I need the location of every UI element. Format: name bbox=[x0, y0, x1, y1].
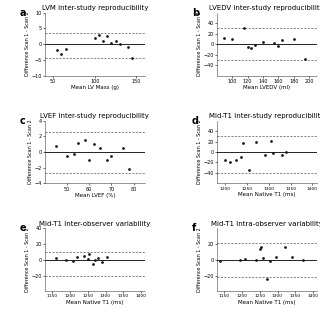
Point bbox=[53, 143, 59, 148]
Text: e: e bbox=[20, 223, 27, 234]
Point bbox=[247, 168, 252, 173]
Y-axis label: Difference Scan 1 - Scan 2: Difference Scan 1 - Scan 2 bbox=[25, 228, 30, 292]
Point bbox=[91, 142, 96, 147]
Text: d: d bbox=[192, 116, 199, 126]
Point bbox=[291, 36, 296, 42]
Point bbox=[249, 46, 254, 51]
Point bbox=[71, 152, 76, 157]
Point bbox=[59, 51, 64, 56]
Point bbox=[109, 40, 114, 45]
Point bbox=[243, 257, 248, 262]
Text: c: c bbox=[20, 116, 26, 126]
Point bbox=[98, 146, 103, 151]
Point bbox=[63, 46, 68, 52]
Point bbox=[268, 138, 274, 143]
Point bbox=[100, 38, 106, 44]
Point bbox=[92, 35, 97, 40]
Point bbox=[104, 157, 109, 162]
Point bbox=[113, 38, 118, 44]
Point bbox=[96, 256, 101, 261]
Point bbox=[109, 153, 114, 158]
Y-axis label: Difference Scan 1 - Scan 2: Difference Scan 1 - Scan 2 bbox=[25, 12, 30, 76]
Point bbox=[71, 259, 76, 264]
X-axis label: Mean Native T1 (ms): Mean Native T1 (ms) bbox=[238, 192, 296, 197]
Point bbox=[272, 40, 277, 45]
Text: a: a bbox=[20, 8, 26, 18]
Point bbox=[91, 261, 96, 266]
Point bbox=[234, 157, 239, 162]
Point bbox=[92, 257, 97, 262]
Point bbox=[253, 257, 259, 262]
X-axis label: Mean LV Mass (g): Mean LV Mass (g) bbox=[71, 85, 119, 90]
Point bbox=[87, 157, 92, 162]
Point bbox=[303, 56, 308, 61]
Point bbox=[223, 157, 228, 162]
Point bbox=[300, 257, 305, 262]
Y-axis label: Difference Scan 1 - Scan 2: Difference Scan 1 - Scan 2 bbox=[197, 12, 202, 76]
Point bbox=[222, 35, 227, 40]
X-axis label: Mean Native T1 (ms): Mean Native T1 (ms) bbox=[238, 300, 296, 305]
Point bbox=[76, 140, 81, 145]
Point bbox=[245, 44, 250, 49]
Point bbox=[240, 140, 245, 145]
Point bbox=[271, 150, 276, 156]
Point bbox=[117, 42, 122, 47]
Point bbox=[284, 149, 289, 155]
Point bbox=[261, 256, 266, 261]
Y-axis label: Difference Scan 1 - Scan 2: Difference Scan 1 - Scan 2 bbox=[28, 120, 33, 184]
X-axis label: Mean Native T1 (ms): Mean Native T1 (ms) bbox=[66, 300, 124, 305]
Point bbox=[96, 32, 101, 37]
Text: f: f bbox=[192, 223, 196, 234]
Title: LVEF inter-study reproducibility: LVEF inter-study reproducibility bbox=[40, 113, 149, 119]
Point bbox=[127, 167, 132, 172]
Y-axis label: Difference Scan 1 - Scan 2: Difference Scan 1 - Scan 2 bbox=[197, 120, 202, 184]
Point bbox=[260, 39, 266, 44]
Point bbox=[276, 43, 281, 48]
Point bbox=[64, 257, 69, 262]
Point bbox=[105, 34, 110, 39]
Y-axis label: Difference Scan 1 - Scan 2: Difference Scan 1 - Scan 2 bbox=[197, 228, 202, 292]
Point bbox=[238, 155, 243, 160]
Point bbox=[100, 260, 105, 265]
Point bbox=[230, 36, 235, 42]
Point bbox=[53, 256, 58, 261]
Point bbox=[282, 245, 287, 250]
Point bbox=[280, 37, 285, 43]
Point bbox=[279, 152, 284, 157]
Point bbox=[264, 276, 269, 281]
Point bbox=[55, 48, 60, 53]
Point bbox=[74, 255, 79, 260]
Point bbox=[82, 138, 87, 143]
Point bbox=[253, 43, 258, 48]
Point bbox=[257, 246, 262, 252]
Point bbox=[253, 139, 259, 144]
Point bbox=[227, 160, 232, 165]
Title: LVEDV inter-study reproducibility: LVEDV inter-study reproducibility bbox=[209, 5, 320, 11]
Title: LVM inter-study reproducibility: LVM inter-study reproducibility bbox=[42, 5, 148, 11]
Title: Mid-T1 inter-study reproducibility: Mid-T1 inter-study reproducibility bbox=[209, 113, 320, 119]
Point bbox=[85, 257, 90, 262]
Point bbox=[241, 26, 246, 31]
Point bbox=[289, 255, 294, 260]
Point bbox=[259, 245, 264, 250]
Point bbox=[273, 255, 278, 260]
X-axis label: Mean LVEDV (ml): Mean LVEDV (ml) bbox=[243, 85, 290, 90]
Point bbox=[120, 146, 125, 151]
Title: Mid-T1 Inter-observer variability: Mid-T1 Inter-observer variability bbox=[39, 221, 150, 227]
X-axis label: Mean LVEF (%): Mean LVEF (%) bbox=[75, 193, 115, 198]
Point bbox=[218, 259, 223, 264]
Point bbox=[87, 251, 92, 256]
Title: Mid-T1 Intra-observer variability: Mid-T1 Intra-observer variability bbox=[211, 221, 320, 227]
Point bbox=[125, 45, 131, 50]
Text: b: b bbox=[192, 8, 199, 18]
Point bbox=[237, 257, 243, 262]
Point bbox=[105, 254, 110, 259]
Point bbox=[130, 56, 135, 61]
Point bbox=[268, 258, 273, 263]
Point bbox=[262, 152, 267, 157]
Point bbox=[64, 153, 69, 158]
Point bbox=[82, 253, 87, 259]
